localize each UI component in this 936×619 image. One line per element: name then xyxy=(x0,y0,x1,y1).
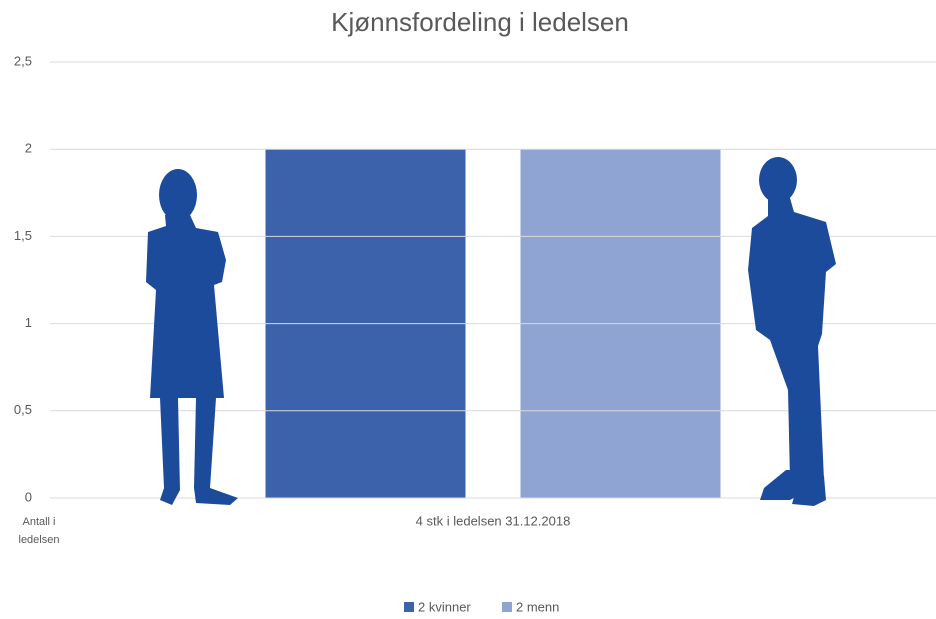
y-tick-label: 0 xyxy=(25,489,32,504)
x-tick-label: 4 stk i ledelsen 31.12.2018 xyxy=(416,513,571,528)
chart-title: Kjønnsfordeling i ledelsen xyxy=(331,7,629,37)
legend-label: 2 menn xyxy=(516,599,559,614)
y-axis-label: Antall i ledelsen xyxy=(18,516,60,546)
legend-label: 2 kvinner xyxy=(418,599,471,614)
legend-swatch xyxy=(404,602,414,612)
y-tick-label: 0,5 xyxy=(14,402,32,417)
y-tick-label: 1,5 xyxy=(14,228,32,243)
legend-swatch xyxy=(502,602,512,612)
y-tick-label: 2,5 xyxy=(14,53,32,68)
man-silhouette xyxy=(748,157,836,506)
woman-silhouette xyxy=(146,169,238,505)
y-tick-label: 2 xyxy=(25,141,32,156)
y-tick-label: 1 xyxy=(25,315,32,330)
